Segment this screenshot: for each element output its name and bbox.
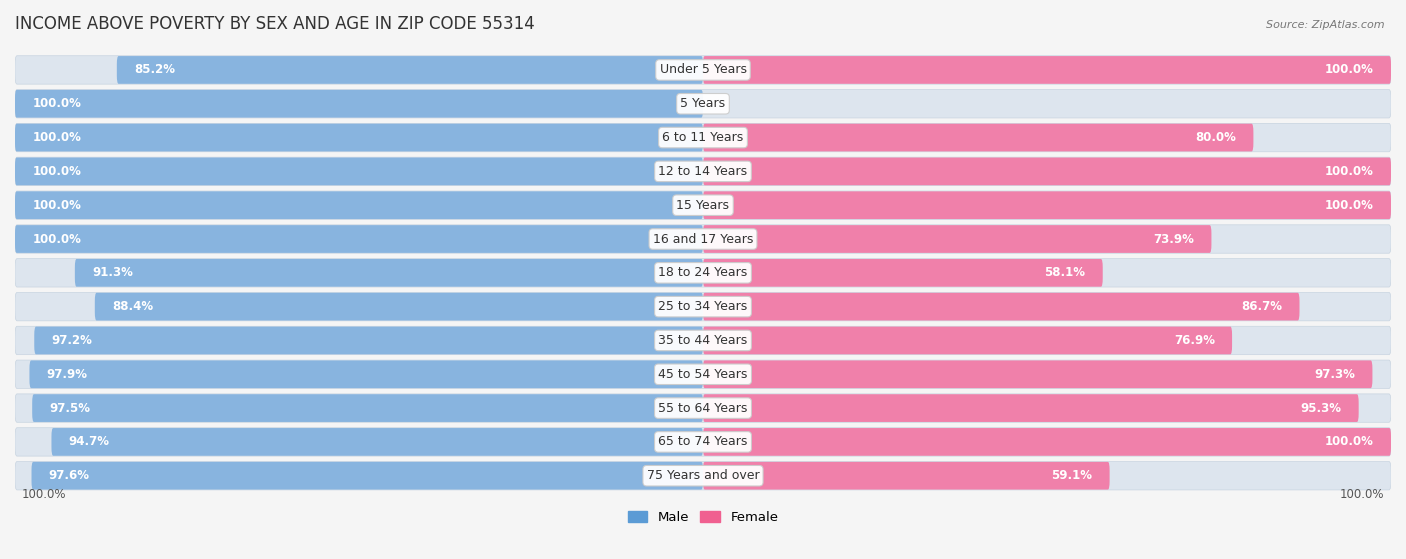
Text: 97.9%: 97.9%	[46, 368, 87, 381]
Text: 97.3%: 97.3%	[1315, 368, 1355, 381]
FancyBboxPatch shape	[15, 191, 703, 219]
FancyBboxPatch shape	[15, 259, 1391, 287]
FancyBboxPatch shape	[15, 428, 1391, 456]
FancyBboxPatch shape	[703, 259, 1102, 287]
Text: 86.7%: 86.7%	[1241, 300, 1282, 313]
FancyBboxPatch shape	[703, 394, 1358, 422]
FancyBboxPatch shape	[117, 56, 703, 84]
Text: 100.0%: 100.0%	[32, 97, 82, 110]
Text: 97.2%: 97.2%	[52, 334, 93, 347]
FancyBboxPatch shape	[94, 293, 703, 320]
Text: 76.9%: 76.9%	[1174, 334, 1215, 347]
Legend: Male, Female: Male, Female	[623, 505, 783, 529]
Text: 58.1%: 58.1%	[1045, 266, 1085, 280]
Text: 25 to 34 Years: 25 to 34 Years	[658, 300, 748, 313]
Text: 6 to 11 Years: 6 to 11 Years	[662, 131, 744, 144]
FancyBboxPatch shape	[15, 292, 1391, 321]
Text: 85.2%: 85.2%	[134, 63, 174, 77]
FancyBboxPatch shape	[15, 157, 1391, 186]
FancyBboxPatch shape	[703, 191, 1391, 219]
Text: 100.0%: 100.0%	[32, 233, 82, 245]
FancyBboxPatch shape	[15, 462, 1391, 490]
Text: 100.0%: 100.0%	[1324, 165, 1374, 178]
FancyBboxPatch shape	[31, 462, 703, 490]
FancyBboxPatch shape	[703, 158, 1391, 185]
Text: 95.3%: 95.3%	[1301, 401, 1341, 415]
FancyBboxPatch shape	[32, 394, 703, 422]
Text: 100.0%: 100.0%	[32, 198, 82, 212]
Text: Under 5 Years: Under 5 Years	[659, 63, 747, 77]
Text: 97.6%: 97.6%	[49, 469, 90, 482]
Text: 97.5%: 97.5%	[49, 401, 90, 415]
Text: 80.0%: 80.0%	[1195, 131, 1236, 144]
FancyBboxPatch shape	[15, 124, 1391, 152]
Text: 15 Years: 15 Years	[676, 198, 730, 212]
FancyBboxPatch shape	[703, 326, 1232, 354]
FancyBboxPatch shape	[34, 326, 703, 354]
Text: 100.0%: 100.0%	[1324, 63, 1374, 77]
Text: 75 Years and over: 75 Years and over	[647, 469, 759, 482]
Text: Source: ZipAtlas.com: Source: ZipAtlas.com	[1267, 20, 1385, 30]
FancyBboxPatch shape	[703, 124, 1253, 151]
Text: 100.0%: 100.0%	[1324, 198, 1374, 212]
FancyBboxPatch shape	[75, 259, 703, 287]
FancyBboxPatch shape	[15, 89, 1391, 118]
Text: 100.0%: 100.0%	[1324, 435, 1374, 448]
FancyBboxPatch shape	[52, 428, 703, 456]
FancyBboxPatch shape	[30, 361, 703, 388]
FancyBboxPatch shape	[15, 90, 703, 117]
Text: 59.1%: 59.1%	[1052, 469, 1092, 482]
FancyBboxPatch shape	[703, 361, 1372, 388]
Text: 91.3%: 91.3%	[91, 266, 134, 280]
Text: 5 Years: 5 Years	[681, 97, 725, 110]
Text: 18 to 24 Years: 18 to 24 Years	[658, 266, 748, 280]
FancyBboxPatch shape	[15, 191, 1391, 219]
FancyBboxPatch shape	[15, 124, 703, 151]
FancyBboxPatch shape	[703, 462, 1109, 490]
FancyBboxPatch shape	[15, 158, 703, 185]
FancyBboxPatch shape	[703, 56, 1391, 84]
FancyBboxPatch shape	[15, 326, 1391, 354]
FancyBboxPatch shape	[703, 293, 1299, 320]
Text: 100.0%: 100.0%	[32, 165, 82, 178]
FancyBboxPatch shape	[15, 56, 1391, 84]
Text: 35 to 44 Years: 35 to 44 Years	[658, 334, 748, 347]
FancyBboxPatch shape	[15, 394, 1391, 422]
Text: 65 to 74 Years: 65 to 74 Years	[658, 435, 748, 448]
Text: 55 to 64 Years: 55 to 64 Years	[658, 401, 748, 415]
Text: 100.0%: 100.0%	[1340, 488, 1384, 501]
FancyBboxPatch shape	[703, 428, 1391, 456]
Text: 100.0%: 100.0%	[32, 131, 82, 144]
Text: INCOME ABOVE POVERTY BY SEX AND AGE IN ZIP CODE 55314: INCOME ABOVE POVERTY BY SEX AND AGE IN Z…	[15, 15, 534, 33]
Text: 73.9%: 73.9%	[1153, 233, 1194, 245]
FancyBboxPatch shape	[15, 360, 1391, 389]
Text: 45 to 54 Years: 45 to 54 Years	[658, 368, 748, 381]
FancyBboxPatch shape	[703, 225, 1212, 253]
FancyBboxPatch shape	[15, 225, 1391, 253]
Text: 12 to 14 Years: 12 to 14 Years	[658, 165, 748, 178]
Text: 100.0%: 100.0%	[22, 488, 66, 501]
Text: 16 and 17 Years: 16 and 17 Years	[652, 233, 754, 245]
Text: 94.7%: 94.7%	[69, 435, 110, 448]
FancyBboxPatch shape	[15, 225, 703, 253]
Text: 88.4%: 88.4%	[112, 300, 153, 313]
